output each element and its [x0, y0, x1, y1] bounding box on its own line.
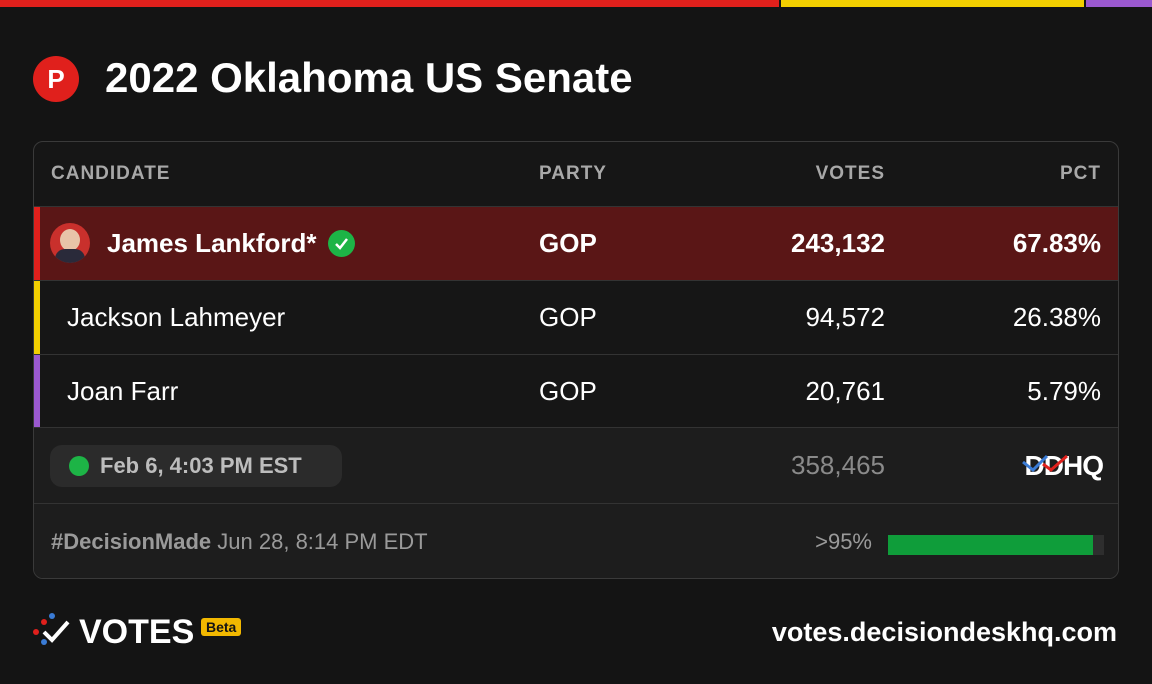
decision-row: #DecisionMade Jun 28, 8:14 PM EDT >95% — [34, 503, 1118, 578]
candidate-photo — [50, 223, 90, 263]
dot — [49, 613, 55, 619]
reporting-fill — [888, 535, 1094, 555]
beta-badge: Beta — [201, 618, 242, 636]
live-dot — [69, 456, 89, 476]
decision-info: #DecisionMade Jun 28, 8:14 PM EDT — [51, 504, 428, 578]
candidate-name: James Lankford* — [107, 228, 317, 258]
party: GOP — [539, 376, 597, 406]
dot — [33, 629, 39, 635]
candidate-name: Jackson Lahmeyer — [67, 302, 286, 332]
photo-suit — [55, 249, 85, 263]
votes: 243,132 — [791, 228, 885, 258]
check-red — [1041, 454, 1068, 472]
check-stroke — [335, 238, 348, 250]
column-header: PARTY — [539, 163, 607, 184]
share-segment — [1085, 0, 1152, 7]
dot — [41, 619, 47, 625]
party-strip — [34, 355, 40, 428]
party: GOP — [539, 228, 597, 258]
party: GOP — [539, 302, 597, 332]
photo-face — [60, 229, 80, 251]
summary-row: Feb 6, 4:03 PM EST 358,465 DDHQ — [34, 427, 1118, 503]
site-url: votes.decisiondeskhq.com — [771, 617, 1117, 647]
decision-label: #DecisionMade — [51, 529, 212, 554]
candidate-row: Jackson Lahmeyer GOP 94,572 26.38% — [34, 280, 1118, 354]
ddhq-logo: DDHQ — [1021, 428, 1104, 503]
share-bar — [0, 0, 1152, 7]
candidate-row: Joan Farr GOP 20,761 5.79% — [34, 354, 1118, 428]
pct: 26.38% — [1012, 302, 1101, 332]
candidate-row: James Lankford* GOP 243,132 67.83% — [34, 206, 1118, 280]
brand: VOTES — [79, 613, 195, 651]
decision-time: Jun 28, 8:14 PM EDT — [217, 529, 428, 554]
share-segment — [0, 0, 779, 7]
title: 2022 Oklahoma US Senate — [105, 54, 633, 101]
check — [42, 620, 70, 643]
share-segment — [780, 0, 1084, 7]
party-badge: P — [33, 56, 79, 102]
candidate-name: Joan Farr — [67, 376, 179, 406]
winner-check — [328, 230, 355, 257]
column-header: VOTES — [815, 163, 885, 184]
logo-check — [1021, 454, 1068, 473]
total-votes: 358,465 — [791, 450, 885, 480]
pct: 67.83% — [1012, 228, 1101, 258]
updated-time: Feb 6, 4:03 PM EST — [100, 453, 302, 478]
check-blue — [1021, 454, 1048, 473]
column-header: CANDIDATE — [51, 163, 171, 184]
pct: 5.79% — [1027, 376, 1101, 406]
update-pill: Feb 6, 4:03 PM EST — [50, 445, 342, 487]
votes: 20,761 — [805, 376, 885, 406]
reporting-track — [888, 535, 1104, 555]
votes: 94,572 — [805, 302, 885, 332]
party-strip — [34, 207, 40, 280]
reporting-label: >95% — [815, 529, 872, 554]
votes-logo-icon — [33, 613, 70, 645]
results-table: CANDIDATE PARTY VOTES PCT James Lankford… — [33, 141, 1119, 579]
column-header: PCT — [1060, 163, 1101, 184]
party-strip — [34, 281, 40, 354]
dot — [41, 639, 47, 645]
check-icon — [335, 238, 348, 250]
